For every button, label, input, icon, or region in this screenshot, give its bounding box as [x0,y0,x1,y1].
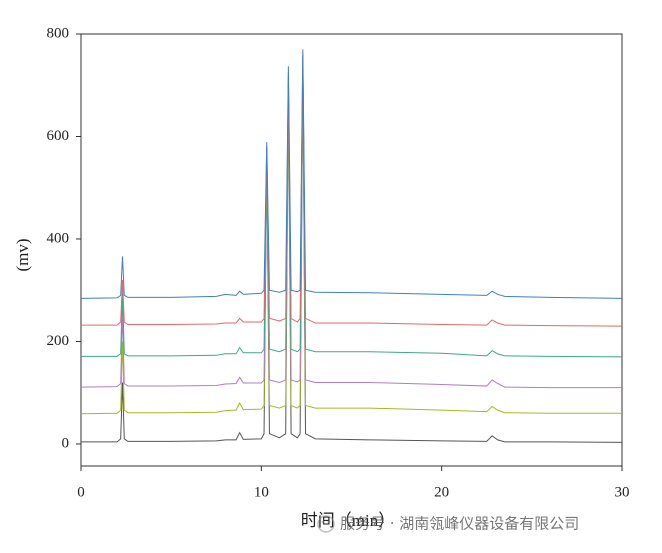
y-tick-label: 0 [62,435,70,451]
y-tick-label: 200 [47,333,70,349]
y-tick-label: 800 [47,25,70,41]
trace [81,54,623,327]
y-tick-label: 400 [47,230,70,246]
x-tick-label: 0 [77,484,85,500]
x-tick-label: 20 [434,484,449,500]
watermark-icon [317,515,335,533]
x-tick-label: 30 [615,484,630,500]
trace [81,74,623,443]
y-axis-label: (mv) [13,238,32,271]
x-tick-label: 10 [254,484,269,500]
trace [81,59,623,358]
watermark: 服务号 · 湖南瓴峰仪器设备有限公司 [340,515,579,533]
trace [80,69,622,415]
plot-frame [80,33,623,467]
trace [80,64,622,389]
y-tick-label: 600 [47,128,70,144]
trace [80,49,623,299]
